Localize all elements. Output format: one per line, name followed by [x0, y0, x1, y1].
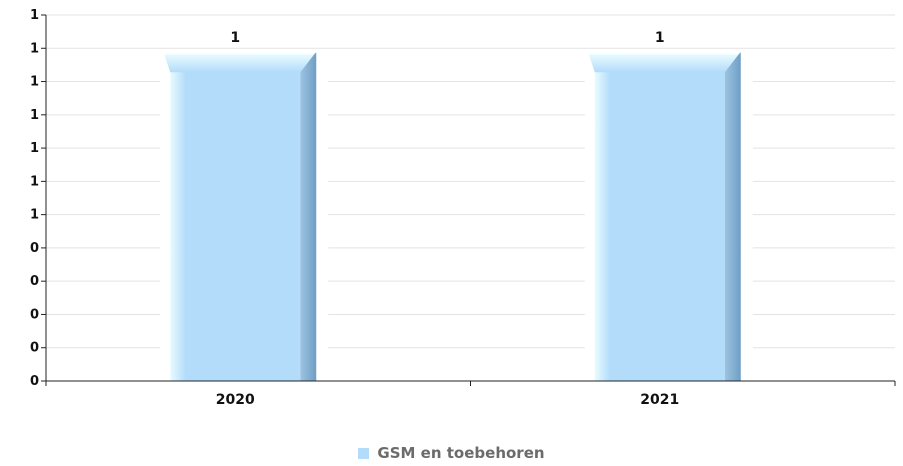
y-tick-label: 1: [30, 41, 39, 56]
bar-front: [594, 66, 725, 381]
bar-top: [164, 54, 315, 73]
labels: 0 0 0 0 0 1 1 1 1 1 1 1 1 2020 1 2021: [30, 8, 679, 408]
y-tick-label: 0: [30, 307, 39, 322]
bar-front: [170, 66, 301, 381]
legend-label: GSM en toebehoren: [377, 444, 545, 462]
x-tick-label: 2020: [216, 392, 255, 408]
bar-side: [724, 52, 741, 381]
bars: [160, 50, 753, 381]
bar-side: [300, 52, 317, 381]
x-tick-label: 2021: [640, 392, 679, 408]
y-tick-label: 0: [30, 274, 39, 289]
legend: GSM en toebehoren: [0, 444, 903, 462]
y-tick-label: 1: [30, 8, 39, 23]
y-tick-label: 1: [30, 174, 39, 189]
y-tick-label: 1: [30, 208, 39, 223]
y-tick-label: 1: [30, 141, 39, 156]
y-tick-label: 0: [30, 374, 39, 389]
y-tick-label: 0: [30, 241, 39, 256]
data-label: 1: [230, 30, 240, 46]
y-tick-label: 0: [30, 341, 39, 356]
legend-swatch: [358, 448, 370, 459]
y-tick-label: 1: [30, 108, 39, 123]
data-label: 1: [655, 30, 665, 46]
bar-top: [588, 54, 739, 73]
axes: [41, 14, 896, 386]
y-tick-label: 1: [30, 75, 39, 90]
